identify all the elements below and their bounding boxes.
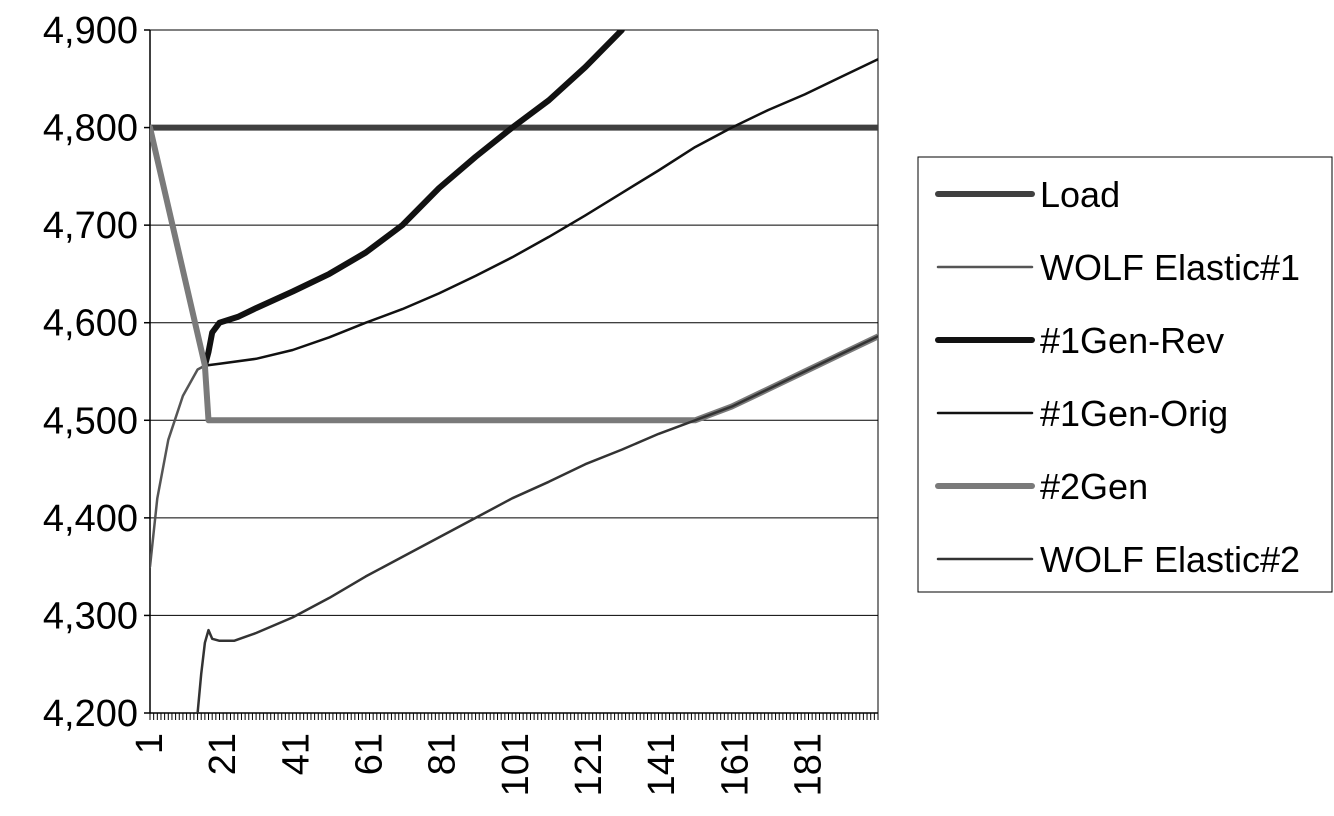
legend-label: #2Gen <box>1040 466 1148 507</box>
legend-label: WOLF Elastic#2 <box>1040 539 1300 580</box>
x-tick-label: 141 <box>641 733 683 796</box>
y-tick-label: 4,400 <box>43 498 138 540</box>
series-group <box>150 30 878 713</box>
x-tick-label: 21 <box>202 733 244 775</box>
y-tick-label: 4,200 <box>43 693 138 735</box>
series-line--1gen-orig <box>203 58 878 367</box>
x-tick-label: 41 <box>275 733 317 775</box>
legend-label: #1Gen-Orig <box>1040 393 1228 434</box>
legend-box <box>917 156 1333 593</box>
y-tick-label: 4,500 <box>43 400 138 442</box>
y-tick-label: 4,300 <box>43 595 138 637</box>
y-tick-label: 4,700 <box>43 205 138 247</box>
legend-label: #1Gen-Rev <box>1040 320 1224 361</box>
y-tick-label: 4,800 <box>43 108 138 150</box>
x-tick-label: 61 <box>348 733 390 775</box>
series-line--1gen-rev <box>201 30 625 369</box>
x-tick-label: 121 <box>568 733 610 796</box>
series-line-wolf-elastic-2 <box>196 335 878 713</box>
series-line-wolf-elastic-1 <box>150 364 207 568</box>
x-tick-label: 81 <box>422 733 464 775</box>
x-tick-label: 161 <box>714 733 756 796</box>
legend-label: WOLF Elastic#1 <box>1040 247 1300 288</box>
y-tick-label: 4,900 <box>43 10 138 52</box>
x-tick-label: 181 <box>787 733 829 796</box>
series-line--2gen <box>150 124 878 424</box>
legend-label: Load <box>1040 174 1120 215</box>
x-tick-label: 1 <box>129 733 171 754</box>
x-tick-label: 101 <box>495 733 537 796</box>
y-tick-label: 4,600 <box>43 303 138 345</box>
